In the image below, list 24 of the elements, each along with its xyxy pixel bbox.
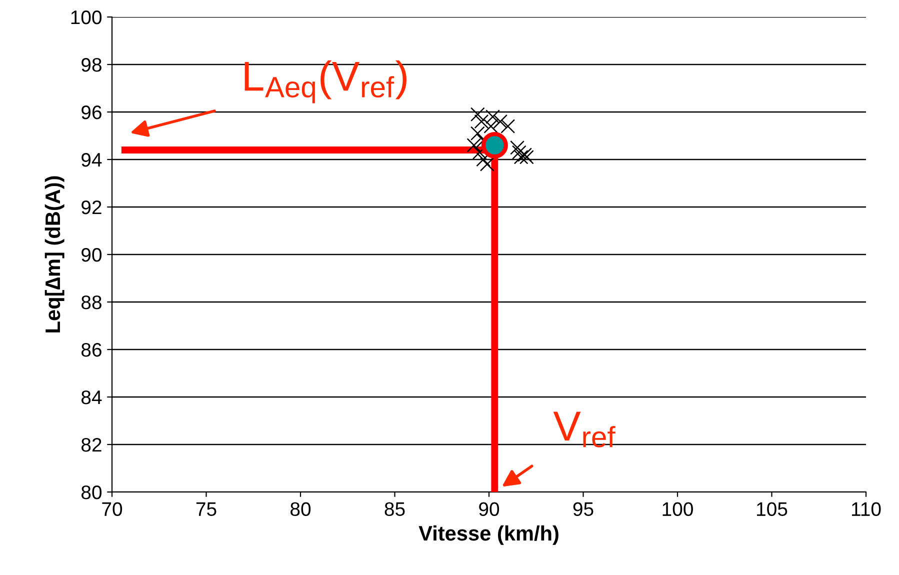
y-tick-label: 90 — [82, 248, 102, 262]
x-tick-label: 75 — [196, 502, 216, 516]
x-tick-label: 95 — [573, 502, 594, 516]
x-tick-label: 110 — [852, 502, 881, 516]
x-tick-label: 100 — [662, 502, 693, 516]
y-tick-label: 98 — [82, 58, 102, 72]
y-tick-label: 82 — [81, 438, 102, 452]
y-tick-label: 84 — [81, 390, 102, 404]
y-tick-label: 86 — [81, 342, 102, 357]
y-axis-title: Leq[∆m] (dB(A)) — [44, 176, 64, 332]
x-tick-label: 90 — [479, 502, 500, 516]
y-tick-label: 80 — [81, 485, 102, 500]
annotation: V$_{ref}$ — [553, 412, 616, 448]
y-tick-label: 92 — [82, 200, 102, 214]
x-tick-label: 85 — [384, 502, 405, 516]
x-tick-label: 80 — [290, 502, 311, 516]
annotation: L$_{Aeq}$(V$_{ref}$) — [244, 60, 406, 104]
x-tick-label: 105 — [757, 502, 788, 516]
y-tick-label: 88 — [81, 295, 102, 310]
y-tick-label: 94 — [82, 152, 102, 167]
x-tick-label: 70 — [102, 502, 122, 516]
y-tick-label: 96 — [82, 105, 102, 120]
y-tick-label: 100 — [71, 10, 102, 24]
x-axis-title: Vitesse (km/h) — [418, 525, 558, 545]
